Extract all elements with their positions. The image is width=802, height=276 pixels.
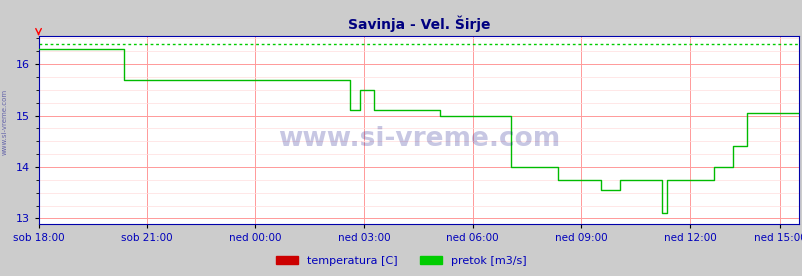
Text: www.si-vreme.com: www.si-vreme.com — [2, 88, 8, 155]
Legend: temperatura [C], pretok [m3/s]: temperatura [C], pretok [m3/s] — [271, 251, 531, 270]
Title: Savinja - Vel. Širje: Savinja - Vel. Širje — [347, 15, 489, 32]
Text: www.si-vreme.com: www.si-vreme.com — [277, 126, 559, 152]
